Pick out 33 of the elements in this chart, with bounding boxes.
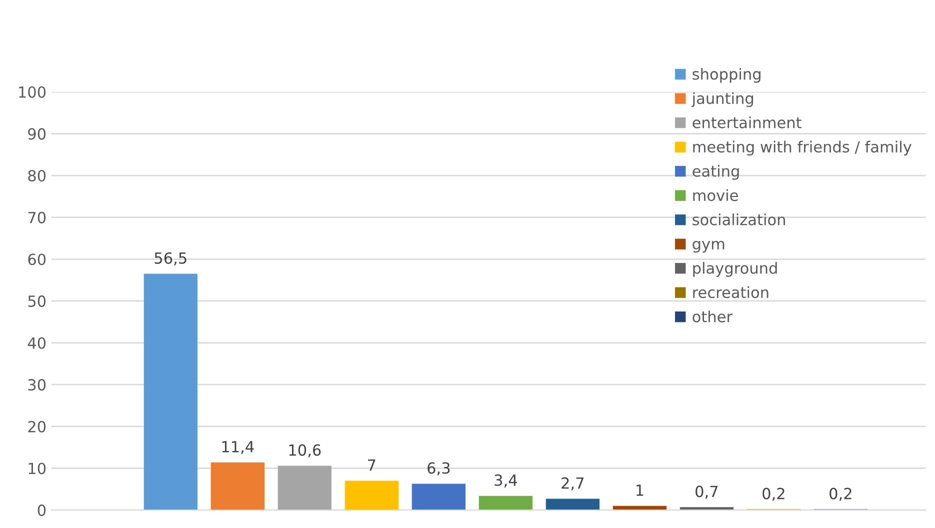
data-label: 3,4 (494, 474, 517, 488)
legend-label: recreation (693, 286, 768, 298)
data-label: 0,2 (762, 488, 784, 501)
legend-label: socialization (692, 214, 785, 226)
legend-label: eating (692, 165, 739, 180)
legend-label: gym (692, 240, 724, 253)
legend-label: playground (693, 262, 777, 277)
y-tick-label: 40 (28, 337, 46, 349)
y-tick-label: 0 (38, 504, 46, 516)
y-tick-label: 100 (19, 86, 46, 98)
y-tick-label: 20 (28, 420, 46, 432)
y-tick-label: 10 (28, 462, 46, 474)
legend-label: meeting with friends / family (693, 140, 912, 156)
legend-label: entertainment (692, 116, 802, 128)
legend-label: jaunting (692, 92, 754, 108)
y-tick-label: 70 (28, 212, 46, 224)
legend-label: movie (693, 189, 738, 202)
y-tick-label: 50 (28, 295, 46, 307)
data-label: 56,5 (154, 252, 186, 266)
data-label: 1 (636, 484, 644, 496)
data-label: 11,4 (222, 441, 254, 454)
y-tick-label: 80 (28, 170, 46, 182)
y-tick-label: 90 (28, 128, 46, 140)
y-tick-label: 60 (28, 254, 46, 266)
data-label: 0,7 (696, 486, 718, 499)
data-label: 6,3 (428, 462, 450, 476)
legend-label: other (692, 310, 733, 322)
y-tick-label: 30 (28, 379, 46, 391)
data-label: 0,2 (830, 488, 852, 501)
legend-label: shopping (692, 68, 760, 83)
data-label: 10,6 (289, 444, 321, 458)
data-label: 2,7 (562, 477, 584, 490)
data-label: 7 (368, 460, 376, 471)
